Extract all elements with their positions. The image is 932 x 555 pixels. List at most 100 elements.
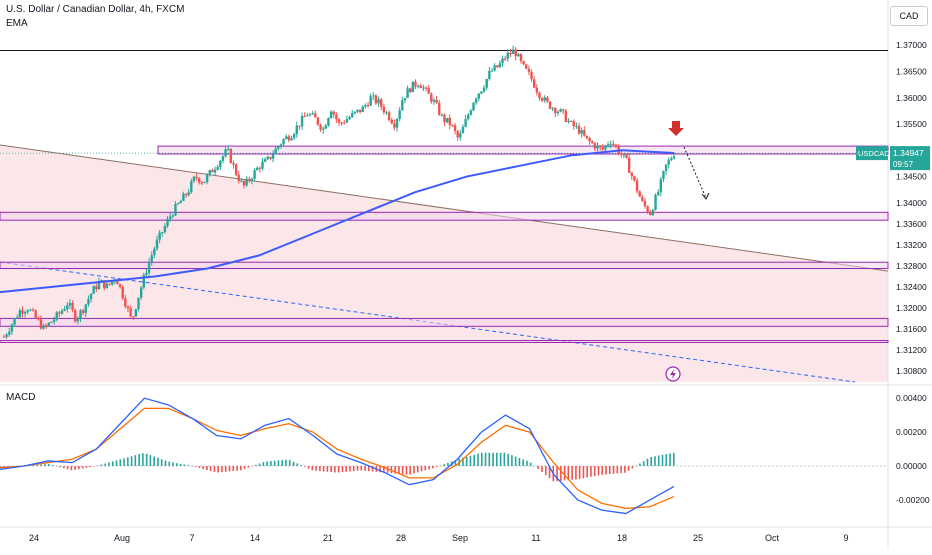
macd-histogram-bar: [371, 466, 374, 472]
candle-body: [456, 131, 459, 138]
macd-histogram-bar: [281, 460, 284, 467]
time-tick-label: 28: [396, 533, 406, 543]
macd-histogram-bar: [439, 465, 442, 467]
macd-histogram-bar: [473, 454, 476, 467]
chart-title: U.S. Dollar / Canadian Dollar, 4h, FXCM: [6, 4, 185, 15]
candle-body: [76, 318, 80, 322]
candle-body: [493, 65, 496, 71]
channel-upper-line: [0, 144, 889, 272]
candle-body: [546, 97, 549, 102]
macd-histogram-bar: [624, 466, 626, 473]
candle-body: [277, 146, 280, 149]
candle-body: [58, 312, 61, 314]
candle-body: [150, 255, 153, 262]
candle-body: [485, 78, 488, 88]
candle-body: [464, 119, 467, 127]
candle-body: [448, 117, 451, 126]
macd-histogram-bar: [661, 454, 664, 467]
candle-body: [496, 65, 499, 68]
candle-body: [224, 149, 227, 157]
macd-histogram-bar: [413, 466, 415, 474]
candle-body: [108, 283, 111, 285]
candle-body: [274, 148, 277, 155]
candle-body: [583, 130, 586, 136]
candle-body: [374, 95, 378, 104]
candle-body: [23, 312, 27, 314]
candle-body: [245, 178, 248, 186]
candle-body: [287, 136, 291, 141]
lightning-bolt-glyph: [670, 369, 676, 379]
candle-body: [443, 114, 446, 123]
candle-body: [161, 232, 164, 234]
candle-body: [350, 113, 354, 118]
candle-body: [532, 79, 536, 88]
macd-histogram-bar: [145, 453, 148, 467]
macd-histogram-bar: [160, 459, 163, 467]
macd-histogram-bar: [608, 466, 611, 475]
macd-tick-label: -0.00200: [896, 495, 930, 505]
candle-body: [306, 115, 309, 117]
candle-body: [345, 119, 349, 123]
currency-selector[interactable]: CAD: [890, 6, 928, 26]
macd-histogram-bar: [258, 463, 261, 467]
candle-body: [419, 85, 422, 89]
macd-histogram-bar: [488, 452, 491, 467]
candle-body: [279, 144, 283, 147]
macd-histogram-bar: [307, 466, 310, 469]
candle-body: [319, 124, 322, 130]
candle-body: [380, 99, 383, 107]
macd-histogram-bar: [51, 465, 54, 467]
time-tick-label: Sep: [452, 533, 468, 543]
macd-histogram-bar: [315, 466, 317, 471]
macd-histogram-bar: [620, 466, 622, 474]
macd-histogram-bar: [575, 466, 577, 480]
macd-histogram-bar: [627, 466, 630, 471]
candle-body: [166, 219, 169, 226]
projection-arrowhead: [701, 192, 710, 200]
candle-body: [29, 309, 32, 311]
candle-body: [670, 158, 673, 161]
candle-body: [97, 281, 101, 290]
macd-histogram-bar: [187, 465, 189, 467]
macd-histogram-bar: [134, 455, 137, 467]
macd-histogram-bar: [578, 466, 581, 479]
candle-body: [337, 119, 341, 123]
candle-body: [438, 102, 441, 115]
candle-body: [137, 297, 140, 310]
candle-body: [643, 200, 647, 207]
macd-tick-label: 0.00000: [896, 461, 927, 471]
time-tick-label: 9: [843, 533, 848, 543]
candle-body: [659, 179, 663, 193]
candle-body: [282, 138, 285, 145]
candle-body: [15, 317, 19, 319]
candle-body: [556, 111, 560, 114]
macd-histogram-bar: [330, 466, 332, 473]
candle-body: [606, 144, 610, 146]
macd-histogram-bar: [526, 460, 528, 467]
projection-line: [683, 146, 707, 199]
candle-body: [646, 206, 649, 213]
macd-histogram-bar: [303, 466, 306, 467]
time-tick-label: 14: [250, 533, 260, 543]
macd-histogram-bar: [322, 466, 325, 472]
candle-body: [501, 58, 504, 64]
macd-histogram-bar: [149, 455, 152, 467]
candle-body: [580, 130, 583, 134]
macd-histogram-bar: [435, 466, 438, 467]
macd-histogram-bar: [168, 461, 171, 467]
candle-body: [356, 109, 359, 112]
macd-histogram-bar: [47, 464, 50, 467]
macd-histogram-bar: [352, 466, 355, 472]
candle-body: [116, 279, 119, 285]
candle-body: [559, 109, 562, 112]
macd-histogram-bar: [172, 462, 174, 467]
candle-body: [197, 178, 201, 183]
macd-histogram-bar: [206, 466, 208, 471]
candle-body: [126, 306, 130, 309]
macd-histogram-bar: [368, 466, 370, 472]
price-tick-label: 1.32000: [896, 303, 927, 313]
candle-body: [168, 216, 172, 220]
candle-body: [467, 114, 470, 120]
candle-body: [216, 167, 219, 170]
